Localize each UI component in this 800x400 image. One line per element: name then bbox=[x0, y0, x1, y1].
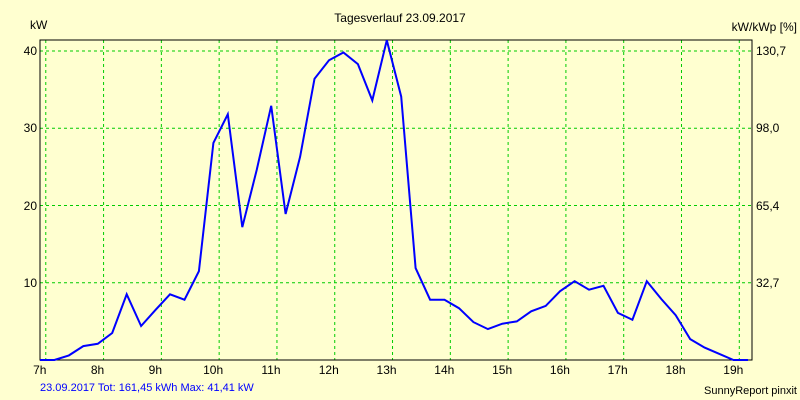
x-tick-label: 11h bbox=[261, 363, 281, 377]
brand-text: SunnyReport pinxit bbox=[704, 385, 797, 397]
y-axis-label: kW bbox=[30, 18, 48, 32]
x-tick-label: 18h bbox=[665, 363, 686, 377]
y-tick-label: 30 bbox=[23, 121, 37, 136]
y-right-tick-label: 130,7 bbox=[756, 44, 787, 58]
x-tick-label: 13h bbox=[376, 363, 397, 377]
x-tick-label: 17h bbox=[607, 363, 628, 377]
x-tick-label: 8h bbox=[90, 363, 105, 377]
x-tick-label: 10h bbox=[203, 363, 224, 377]
y-right-tick-label: 98,0 bbox=[756, 121, 780, 136]
x-tick-label: 16h bbox=[549, 363, 570, 377]
y-right-tick-label: 65,4 bbox=[756, 198, 780, 213]
x-tick-label: 12h bbox=[318, 363, 339, 377]
x-tick-label: 9h bbox=[148, 363, 163, 377]
series-line-kw bbox=[40, 39, 748, 361]
x-tick-label: 7h bbox=[33, 363, 47, 377]
summary-text: 23.09.2017 Tot: 161,45 kWh Max: 41,41 kW bbox=[40, 382, 254, 394]
y-tick-label: 20 bbox=[23, 198, 37, 213]
x-tick-label: 15h bbox=[492, 363, 513, 377]
y-right-axis-label: kW/kWp [%] bbox=[731, 20, 797, 34]
chart-title: Tagesverlauf 23.09.2017 bbox=[334, 11, 466, 25]
x-tick-label: 19h bbox=[723, 363, 744, 377]
plot-frame bbox=[39, 39, 753, 361]
y-right-tick-label: 32,7 bbox=[756, 275, 780, 290]
y-tick-label: 40 bbox=[23, 44, 37, 58]
x-tick-label: 14h bbox=[434, 363, 455, 377]
y-tick-label: 10 bbox=[23, 275, 37, 290]
